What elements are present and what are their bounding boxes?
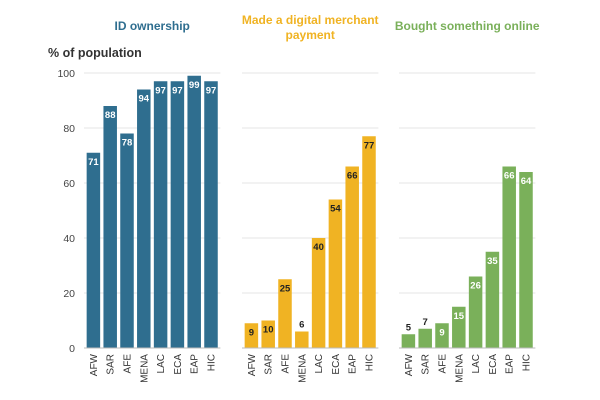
data-label: 35: [487, 256, 498, 267]
x-tick-label: AFW: [404, 353, 415, 376]
data-label: 66: [504, 171, 515, 182]
data-label: 97: [155, 85, 166, 96]
x-tick-label: AFE: [281, 354, 292, 374]
panel-title: Bought something online: [395, 19, 540, 33]
x-tick-label: HIC: [207, 354, 218, 371]
y-tick-label: 20: [63, 288, 75, 300]
bar: [502, 166, 516, 348]
bar: [204, 81, 218, 348]
panel-title-line: payment: [286, 28, 335, 42]
x-tick-label: LAC: [156, 354, 167, 373]
x-tick-label: EAP: [348, 354, 359, 374]
data-label: 97: [206, 85, 217, 96]
x-tick-label: AFE: [438, 354, 449, 374]
bar: [362, 136, 376, 348]
x-tick-label: ECA: [488, 354, 499, 375]
bar: [170, 81, 185, 348]
bar: [120, 133, 134, 348]
data-label: 15: [454, 311, 465, 322]
bar: [261, 320, 275, 348]
y-tick-label: 60: [63, 178, 75, 190]
bar: [401, 334, 416, 348]
data-label: 6: [299, 320, 304, 331]
x-tick-label: MENA: [297, 354, 308, 383]
bar: [485, 251, 500, 348]
y-tick-label: 40: [63, 233, 75, 245]
x-tick-label: SAR: [106, 354, 117, 375]
bar: [137, 89, 151, 348]
data-label: 26: [470, 281, 481, 292]
data-label: 78: [122, 138, 133, 149]
data-label: 77: [364, 140, 375, 151]
data-label: 64: [521, 176, 532, 187]
panel-title: Made a digital merchant: [242, 13, 379, 27]
x-tick-label: HIC: [522, 354, 533, 371]
x-tick-label: AFW: [89, 353, 100, 376]
data-label: 66: [347, 171, 358, 182]
data-label: 99: [189, 80, 200, 91]
data-label: 94: [139, 94, 150, 105]
y-tick-label: 0: [69, 343, 75, 355]
y-axis-label: % of population: [48, 46, 142, 60]
y-tick-label: 80: [63, 123, 75, 135]
data-label: 71: [88, 157, 99, 168]
panel-title: ID ownership: [115, 19, 190, 33]
x-tick-label: HIC: [365, 354, 376, 371]
bar: [435, 323, 449, 348]
bar: [103, 106, 117, 348]
x-tick-label: LAC: [314, 354, 325, 373]
x-tick-label: MENA: [139, 354, 150, 383]
bar: [153, 81, 168, 348]
bar: [519, 172, 533, 348]
x-tick-label: LAC: [471, 354, 482, 373]
x-tick-label: AFW: [247, 353, 258, 376]
x-tick-label: ECA: [331, 354, 342, 375]
data-label: 9: [439, 327, 444, 338]
bar: [311, 238, 326, 348]
data-label: 7: [423, 317, 428, 328]
bar: [328, 199, 343, 348]
x-tick-label: EAP: [190, 354, 201, 374]
data-label: 97: [172, 85, 183, 96]
y-tick-label: 100: [57, 68, 75, 80]
data-label: 25: [280, 283, 291, 294]
data-label: 5: [406, 322, 412, 333]
x-tick-label: MENA: [454, 354, 465, 383]
bar: [187, 75, 201, 348]
data-label: 9: [249, 327, 254, 338]
x-tick-label: AFE: [123, 354, 134, 374]
data-label: 40: [313, 242, 324, 253]
bar: [345, 166, 359, 348]
data-label: 10: [263, 325, 274, 336]
x-tick-label: ECA: [173, 354, 184, 375]
bar: [278, 279, 292, 348]
data-label: 54: [330, 204, 341, 215]
data-label: 88: [105, 110, 116, 121]
bar: [418, 328, 432, 348]
x-tick-label: EAP: [505, 354, 516, 374]
bar: [468, 276, 483, 348]
bar: [244, 323, 259, 348]
x-tick-label: SAR: [264, 354, 275, 375]
bar: [295, 331, 309, 348]
bar: [86, 152, 101, 348]
x-tick-label: SAR: [421, 354, 432, 375]
bar: [452, 306, 466, 348]
